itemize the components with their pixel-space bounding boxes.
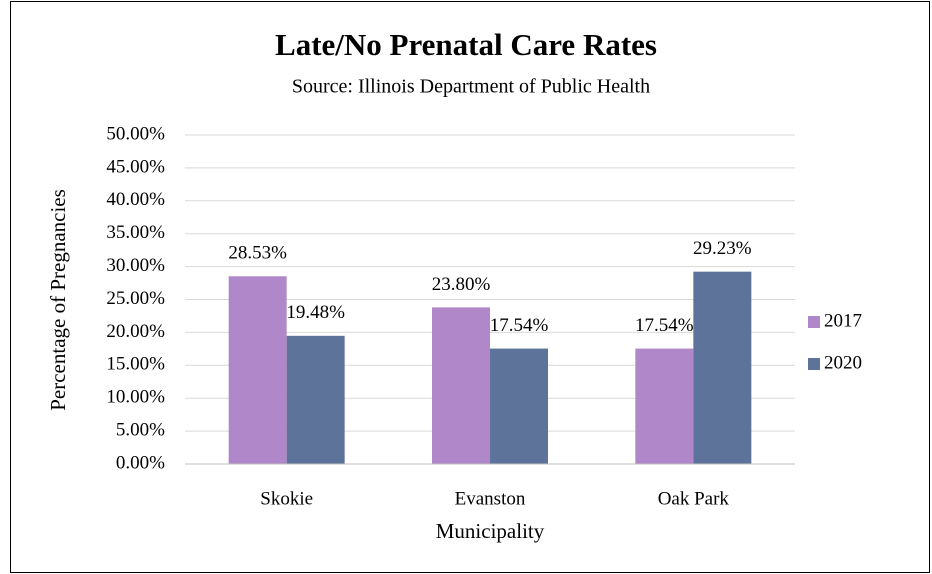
y-tick-label: 20.00% bbox=[106, 321, 165, 342]
data-label: 17.54% bbox=[490, 315, 549, 336]
legend-swatch bbox=[808, 358, 820, 370]
bar bbox=[693, 271, 752, 464]
y-tick-label: 0.00% bbox=[116, 452, 165, 473]
chart-title: Late/No Prenatal Care Rates bbox=[275, 27, 657, 62]
data-label: 28.53% bbox=[228, 243, 287, 264]
legend-label: 2017 bbox=[824, 310, 862, 331]
chart-subtitle: Source: Illinois Department of Public He… bbox=[292, 76, 650, 98]
bar bbox=[432, 307, 490, 464]
chart-border bbox=[10, 1, 930, 573]
x-tick-label: Skokie bbox=[260, 488, 313, 509]
legend-swatch bbox=[808, 316, 820, 328]
data-label: 19.48% bbox=[286, 302, 345, 323]
y-tick-label: 5.00% bbox=[116, 419, 165, 440]
bar bbox=[228, 276, 287, 464]
data-label: 23.80% bbox=[432, 274, 491, 295]
y-tick-label: 40.00% bbox=[106, 189, 165, 210]
y-tick-label: 10.00% bbox=[106, 387, 165, 408]
data-label: 17.54% bbox=[635, 315, 694, 336]
bar bbox=[490, 348, 548, 464]
y-tick-label: 15.00% bbox=[106, 354, 165, 375]
legend-label: 2020 bbox=[824, 352, 862, 373]
y-tick-label: 50.00% bbox=[106, 123, 165, 144]
x-tick-label: Evanston bbox=[455, 488, 526, 509]
y-tick-label: 35.00% bbox=[106, 222, 165, 243]
bar bbox=[286, 335, 345, 464]
x-axis-title: Municipality bbox=[436, 519, 545, 543]
bar bbox=[635, 348, 694, 464]
y-tick-label: 25.00% bbox=[106, 288, 165, 309]
y-axis-title: Percentage of Pregnancies bbox=[46, 189, 70, 411]
y-tick-label: 45.00% bbox=[106, 156, 165, 177]
x-tick-label: Oak Park bbox=[658, 488, 730, 509]
data-label: 29.23% bbox=[693, 238, 752, 259]
y-tick-label: 30.00% bbox=[106, 255, 165, 276]
